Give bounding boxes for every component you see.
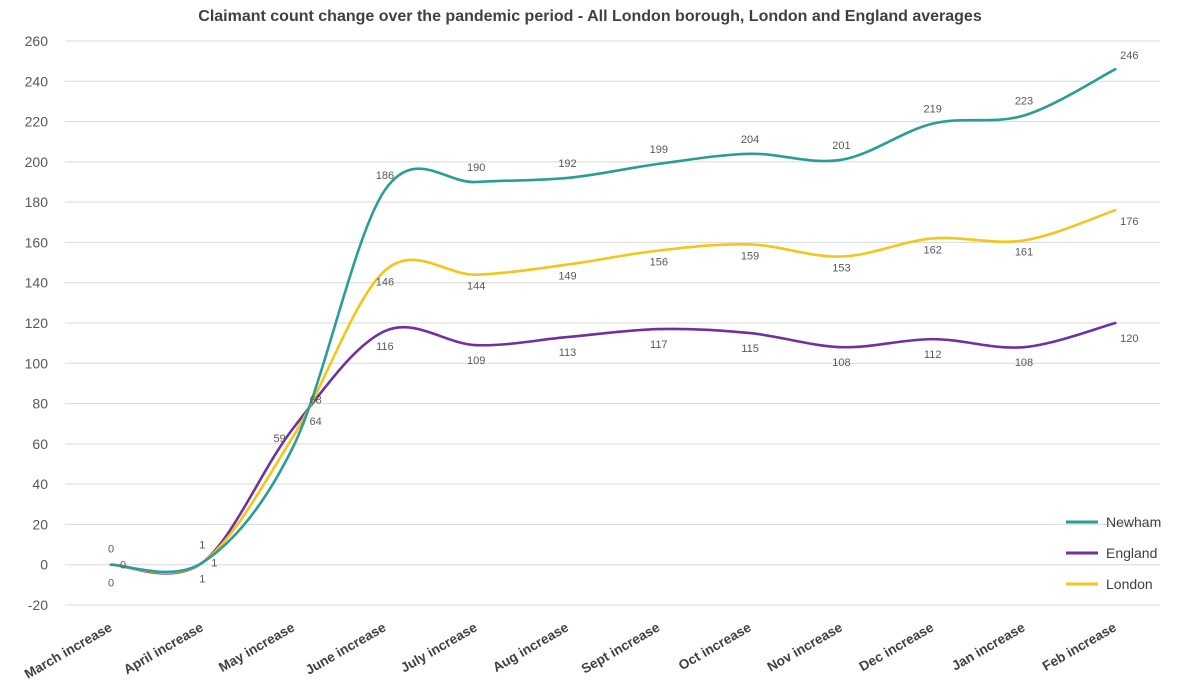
y-tick-label: -20 [28, 597, 48, 613]
x-category-label: Nov increase [765, 619, 846, 674]
x-axis-category-labels: March increase April increase May increase… [22, 619, 1119, 681]
data-label-newham: 246 [1120, 50, 1138, 62]
x-category-label: Oct increase [676, 619, 754, 673]
data-label-england: 1 [199, 574, 205, 586]
data-label-london: 144 [467, 281, 485, 293]
data-label-newham: 190 [467, 162, 485, 174]
y-tick-label: 120 [25, 315, 49, 331]
series-line-newham [109, 67, 1117, 574]
data-label-newham: 59 [273, 433, 285, 445]
y-tick-label: 160 [25, 234, 49, 250]
y-tick-label: 140 [25, 275, 49, 291]
data-label-london: 162 [924, 244, 942, 256]
x-category-label: March increase [22, 619, 115, 681]
data-label-england: 113 [559, 347, 577, 359]
x-category-label: Aug increase [490, 619, 571, 675]
x-category-label: Sept increase [579, 619, 663, 676]
data-label-london: 153 [832, 263, 850, 275]
data-label-england: 116 [376, 341, 394, 353]
data-label-newham: 201 [832, 140, 850, 152]
chart-title: Claimant count change over the pandemic … [198, 8, 982, 25]
x-category-label: July increase [398, 619, 480, 675]
data-label-england: 109 [467, 355, 485, 367]
y-axis-tick-labels: -20 0 20 40 60 80 100 120 140 160 180 200 220 240 260 [25, 33, 49, 613]
data-label-england: 117 [650, 339, 668, 351]
y-tick-label: 220 [25, 114, 49, 130]
x-category-label: Jan increase [949, 619, 1028, 673]
y-tick-label: 200 [25, 154, 49, 170]
y-tick-label: 260 [25, 33, 49, 49]
y-tick-label: 100 [25, 355, 49, 371]
y-tick-label: 20 [32, 516, 48, 532]
y-tick-label: 60 [32, 436, 48, 452]
data-label-newham: 223 [1015, 96, 1033, 108]
data-label-england: 112 [924, 349, 942, 361]
data-label-newham: 192 [558, 158, 576, 170]
data-label-newham: 0 [108, 544, 114, 556]
x-category-label: June increase [303, 619, 389, 677]
legend-item-newham[interactable]: Newham [1066, 514, 1161, 530]
y-tick-label: 240 [25, 73, 49, 89]
y-tick-label: 80 [32, 396, 48, 412]
data-label-newham: 219 [924, 104, 942, 116]
data-label-england: 120 [1120, 333, 1138, 345]
y-tick-label: 0 [40, 557, 48, 573]
data-label-england: 108 [1015, 357, 1033, 369]
gridlines [65, 40, 1160, 606]
data-label-england: 108 [832, 357, 850, 369]
data-label-england: 68 [309, 395, 321, 407]
data-label-newham: 1 [199, 540, 205, 552]
legend-label: Newham [1106, 514, 1161, 530]
data-label-newham: 199 [650, 144, 668, 156]
x-category-label: May increase [216, 619, 297, 675]
data-label-england: 115 [741, 343, 759, 355]
x-category-label: April increase [121, 619, 206, 677]
y-tick-label: 180 [25, 194, 49, 210]
data-label-london: 161 [1015, 246, 1033, 258]
x-category-label: Dec increase [857, 619, 937, 674]
data-label-england: 0 [108, 578, 114, 590]
legend-label: London [1106, 576, 1153, 592]
data-label-london: 1 [211, 558, 217, 570]
data-label-london: 176 [1120, 216, 1138, 228]
series-lines [109, 67, 1117, 575]
legend-label: England [1106, 545, 1157, 561]
data-label-london: 149 [558, 271, 576, 283]
data-label-london: 0 [120, 560, 126, 572]
y-tick-label: 40 [32, 476, 48, 492]
data-label-newham: 204 [741, 134, 759, 146]
x-category-label: Feb increase [1040, 619, 1119, 674]
data-label-london: 159 [741, 250, 759, 262]
series-line-london [109, 208, 1117, 575]
data-label-london: 156 [650, 256, 668, 268]
legend-item-london[interactable]: London [1066, 576, 1153, 592]
data-label-london: 64 [309, 416, 321, 428]
legend-item-england[interactable]: England [1066, 545, 1157, 561]
data-label-london: 146 [376, 277, 394, 289]
series-line-england [109, 321, 1117, 575]
legend[interactable]: Newham England London [1066, 514, 1161, 592]
data-label-newham: 186 [376, 170, 394, 182]
